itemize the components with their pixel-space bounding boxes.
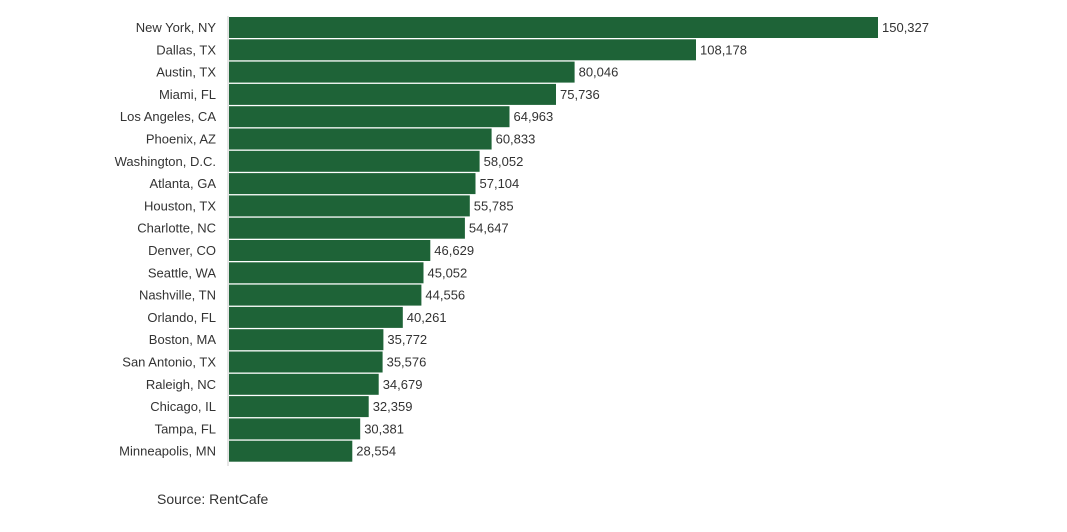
- category-label: Denver, CO: [148, 243, 216, 258]
- bar: [229, 440, 353, 462]
- category-label: Phoenix, AZ: [146, 132, 216, 147]
- value-label: 54,647: [469, 221, 509, 236]
- value-label: 32,359: [373, 399, 413, 414]
- bar: [229, 262, 424, 284]
- value-label: 46,629: [434, 243, 474, 258]
- category-label: Miami, FL: [159, 87, 216, 102]
- category-label: Los Angeles, CA: [120, 109, 216, 124]
- category-label: Dallas, TX: [156, 42, 216, 57]
- bar: [229, 329, 384, 351]
- category-label: Washington, D.C.: [115, 154, 216, 169]
- value-label: 35,576: [387, 355, 427, 370]
- value-label: 45,052: [428, 265, 468, 280]
- bar: [229, 195, 470, 217]
- bar: [229, 351, 383, 373]
- value-label: 40,261: [407, 310, 447, 325]
- bars-group: [229, 17, 878, 462]
- category-label: San Antonio, TX: [122, 355, 216, 370]
- bar: [229, 39, 696, 61]
- bar: [229, 306, 403, 328]
- value-label: 28,554: [356, 444, 396, 459]
- bar: [229, 61, 575, 83]
- value-label: 75,736: [560, 87, 600, 102]
- value-label: 35,772: [387, 332, 427, 347]
- category-label: New York, NY: [136, 20, 217, 35]
- category-label: Austin, TX: [156, 65, 216, 80]
- bar: [229, 83, 556, 105]
- category-labels-group: New York, NY Dallas, TX Austin, TX Miami, F…: [115, 20, 217, 459]
- category-label: Minneapolis, MN: [119, 444, 216, 459]
- bar: [229, 240, 431, 261]
- value-label: 108,178: [700, 42, 747, 57]
- bar: [229, 150, 480, 172]
- bar: [229, 17, 878, 38]
- bar: [229, 373, 379, 395]
- value-label: 34,679: [383, 377, 423, 392]
- category-label: Raleigh, NC: [146, 377, 216, 392]
- category-label: Nashville, TN: [139, 288, 216, 303]
- bar: [229, 396, 369, 418]
- category-label: Seattle, WA: [148, 265, 216, 280]
- bar: [229, 217, 465, 239]
- category-label: Boston, MA: [149, 332, 217, 347]
- value-label: 57,104: [480, 176, 520, 191]
- value-label: 150,327: [882, 20, 929, 35]
- value-label: 58,052: [484, 154, 524, 169]
- category-label: Houston, TX: [144, 198, 216, 213]
- bar: [229, 106, 510, 128]
- value-label: 64,963: [514, 109, 554, 124]
- source-note: Source: RentCafe: [157, 491, 269, 507]
- category-label: Chicago, IL: [150, 399, 216, 414]
- value-label: 44,556: [425, 288, 465, 303]
- value-labels-group: 150,327 108,178 80,046 75,736 64,963 60,833 58…: [356, 20, 929, 459]
- value-label: 60,833: [496, 132, 536, 147]
- bar: [229, 418, 361, 440]
- bar: [229, 128, 492, 150]
- value-label: 80,046: [579, 65, 619, 80]
- category-label: Charlotte, NC: [137, 221, 216, 236]
- category-label: Orlando, FL: [147, 310, 216, 325]
- value-label: 55,785: [474, 198, 514, 213]
- category-label: Atlanta, GA: [150, 176, 217, 191]
- bar: [229, 173, 476, 195]
- category-label: Tampa, FL: [155, 421, 216, 436]
- bar: [229, 284, 422, 306]
- value-label: 30,381: [364, 421, 404, 436]
